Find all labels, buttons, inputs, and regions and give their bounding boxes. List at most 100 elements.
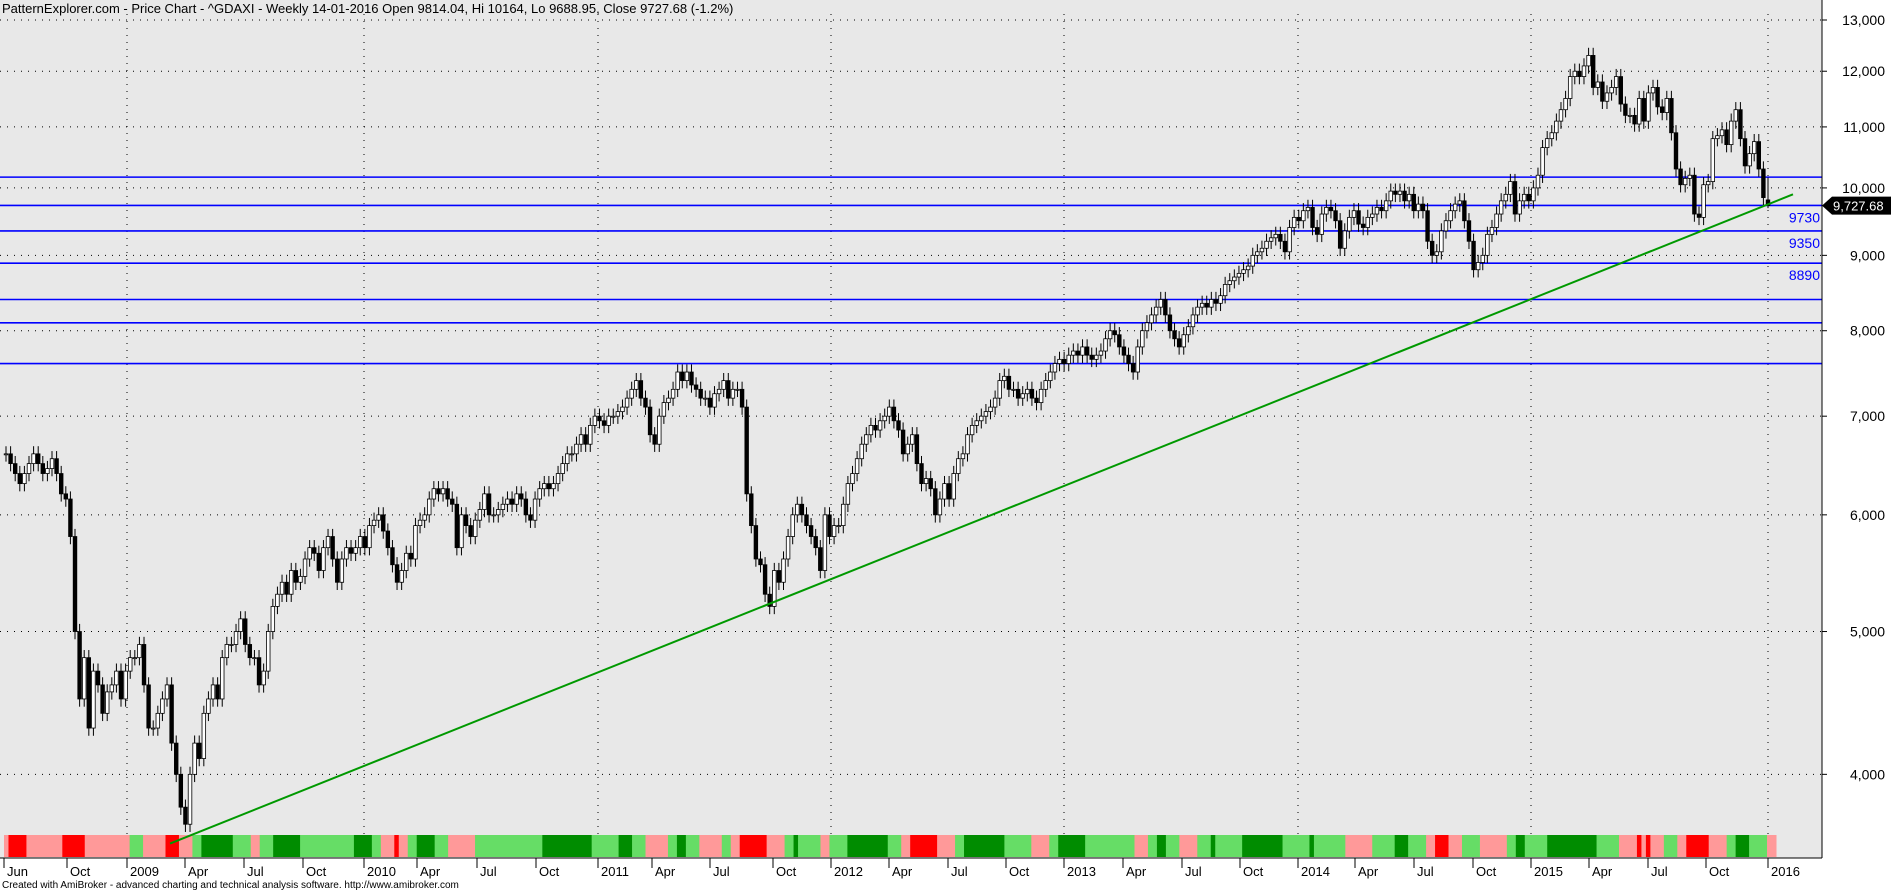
candle-down [1130,363,1136,373]
candle-down [758,558,763,566]
candle-down [293,570,299,583]
candle-up [565,453,570,465]
candle-up [261,670,266,686]
candle-down [468,525,473,537]
candles [3,47,1771,832]
candle-up [1728,120,1734,146]
candle-up [1416,203,1421,212]
candle-up [279,581,285,595]
candle-up [105,691,110,714]
candle-up [997,380,1002,399]
candle-down [583,434,588,445]
x-tick-label: 2015 [1534,864,1563,879]
y-tick-label: 5,000 [1850,624,1885,640]
x-tick-label: Apr [1126,864,1147,879]
candle-up [1549,132,1554,140]
candle-down [749,493,754,526]
candle-up [229,644,234,646]
candle-down [68,498,73,537]
candle-up [969,424,975,436]
candle-down [169,684,174,744]
x-tick-label: Jul [1651,864,1668,879]
y-tick-label: 9,000 [1850,247,1885,263]
candle-up [661,402,667,417]
x-tick-label: Apr [188,864,209,879]
candle-down [1526,193,1531,202]
candle-up [417,519,423,526]
x-tick-label: Apr [420,864,441,879]
x-tick-label: Jun [7,864,28,879]
candle-up [1094,354,1099,360]
candle-down [726,380,731,399]
level-label: 9350 [1789,235,1820,251]
candle-up [399,570,404,583]
candle-down [445,488,450,500]
ribbon-segment [1547,835,1598,857]
ribbon-segment [1004,835,1032,857]
candle-up [427,498,432,516]
candle-up [551,483,556,490]
candle-up [1038,388,1044,404]
candle-up [1103,338,1108,352]
candle-down [1163,299,1168,316]
candle-up [137,644,142,659]
ribbon-segment [394,835,400,857]
candle-down [63,493,69,500]
candle-down [1172,330,1177,340]
candle-down [638,380,644,399]
ribbon-segment [542,835,593,857]
ribbon-segment [1394,835,1409,857]
candle-up [721,380,726,390]
candle-up [496,509,501,516]
candle-up [1181,334,1186,348]
candle-up [371,519,377,526]
candle-down [1029,388,1035,399]
x-tick-label: 2009 [130,864,159,879]
candle-down [919,463,924,485]
candle-up [859,443,864,460]
candle-down [1696,213,1702,218]
candle-down [1121,346,1127,356]
candle-up [1388,190,1393,202]
candle-up [615,411,621,417]
ribbon-segment [1461,835,1481,857]
level-label: 8890 [1789,267,1820,283]
candle-up [1439,230,1444,253]
ribbon-segment [1479,835,1508,857]
ribbon-segment [380,835,395,857]
candle-up [358,536,363,549]
candle-up [1517,200,1522,215]
ribbon-segment [192,835,202,857]
candle-up [864,434,869,445]
candle-up [675,371,680,390]
candle-up [620,406,625,413]
candle-up [1025,388,1030,395]
candle-up [45,468,50,474]
ribbon-segment [1767,835,1777,857]
candle-down [1176,338,1182,348]
candle-down [348,547,354,554]
last-price-tag: 9,727.68 [1822,196,1891,215]
candle-down [873,424,878,431]
candle-down [891,406,897,422]
candle-up [307,547,312,560]
candle-up [1002,375,1007,382]
candle-down [183,806,188,825]
candle-up [592,415,598,426]
candle-up [1595,81,1600,88]
x-tick-label: Jul [713,864,730,879]
y-tick-label: 4,000 [1850,766,1885,782]
candle-up [187,773,193,825]
candle-down [827,514,832,537]
candle-up [1682,177,1688,186]
candle-up [1153,306,1159,316]
ribbon-segment [1156,835,1167,857]
candle-down [362,536,368,549]
candle-up [321,547,326,571]
ribbon-segment [1618,835,1638,857]
candle-up [1107,330,1113,340]
candle-down [1512,181,1518,215]
candle-up [31,453,36,465]
candle-up [275,593,280,607]
candle-up [923,478,929,485]
